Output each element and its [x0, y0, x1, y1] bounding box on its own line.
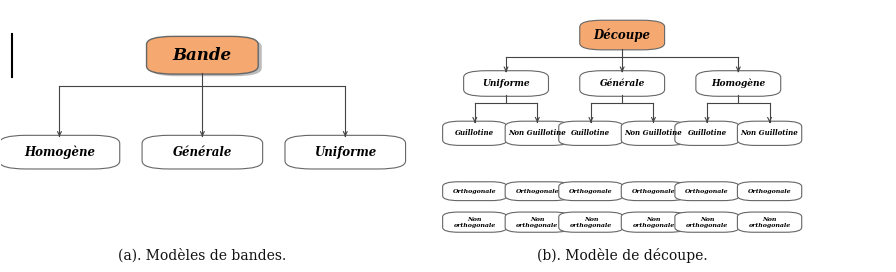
FancyBboxPatch shape — [559, 182, 623, 201]
Text: Guillotine: Guillotine — [572, 129, 610, 137]
Text: Guillotine: Guillotine — [455, 129, 495, 137]
Text: Non
orthogonale: Non orthogonale — [516, 217, 558, 228]
FancyBboxPatch shape — [580, 71, 665, 96]
Text: Uniforme: Uniforme — [314, 146, 376, 159]
FancyBboxPatch shape — [147, 36, 258, 74]
FancyBboxPatch shape — [443, 182, 507, 201]
Text: Orthogonale: Orthogonale — [685, 189, 728, 194]
FancyBboxPatch shape — [621, 182, 685, 201]
Text: Non
orthogonale: Non orthogonale — [686, 217, 728, 228]
FancyBboxPatch shape — [675, 121, 739, 146]
FancyBboxPatch shape — [443, 212, 507, 232]
Text: Non
orthogonale: Non orthogonale — [453, 217, 495, 228]
FancyBboxPatch shape — [463, 71, 548, 96]
Text: Non Guillotine: Non Guillotine — [741, 129, 798, 137]
FancyBboxPatch shape — [505, 121, 570, 146]
FancyBboxPatch shape — [559, 121, 623, 146]
Text: Générale: Générale — [173, 146, 232, 159]
FancyBboxPatch shape — [737, 182, 802, 201]
FancyBboxPatch shape — [737, 212, 802, 232]
Text: Homogène: Homogène — [711, 79, 765, 88]
FancyBboxPatch shape — [675, 182, 739, 201]
FancyBboxPatch shape — [151, 39, 262, 76]
Text: Guillotine: Guillotine — [687, 129, 727, 137]
Text: Non
orthogonale: Non orthogonale — [748, 217, 790, 228]
Text: Orthogonale: Orthogonale — [632, 189, 676, 194]
FancyBboxPatch shape — [443, 121, 507, 146]
Text: Uniforme: Uniforme — [482, 79, 530, 88]
Text: Découpe: Découpe — [594, 28, 650, 42]
Text: (a). Modèles de bandes.: (a). Modèles de bandes. — [118, 248, 287, 262]
Text: Non Guillotine: Non Guillotine — [625, 129, 683, 137]
FancyBboxPatch shape — [696, 71, 780, 96]
Text: Bande: Bande — [173, 47, 232, 64]
FancyBboxPatch shape — [0, 135, 120, 169]
Text: Non
orthogonale: Non orthogonale — [570, 217, 612, 228]
Text: Non
orthogonale: Non orthogonale — [633, 217, 675, 228]
Text: Orthogonale: Orthogonale — [515, 189, 559, 194]
FancyBboxPatch shape — [737, 121, 802, 146]
Text: Générale: Générale — [599, 79, 645, 88]
Text: Orthogonale: Orthogonale — [453, 189, 496, 194]
FancyBboxPatch shape — [621, 121, 685, 146]
Text: Homogène: Homogène — [24, 146, 95, 159]
Text: Orthogonale: Orthogonale — [748, 189, 791, 194]
FancyBboxPatch shape — [675, 212, 739, 232]
Text: Orthogonale: Orthogonale — [569, 189, 613, 194]
FancyBboxPatch shape — [285, 135, 406, 169]
FancyBboxPatch shape — [559, 212, 623, 232]
FancyBboxPatch shape — [580, 20, 665, 50]
FancyBboxPatch shape — [505, 212, 570, 232]
FancyBboxPatch shape — [505, 182, 570, 201]
Text: (b). Modèle de découpe.: (b). Modèle de découpe. — [537, 248, 708, 262]
FancyBboxPatch shape — [621, 212, 685, 232]
FancyBboxPatch shape — [142, 135, 263, 169]
Text: Non Guillotine: Non Guillotine — [508, 129, 566, 137]
